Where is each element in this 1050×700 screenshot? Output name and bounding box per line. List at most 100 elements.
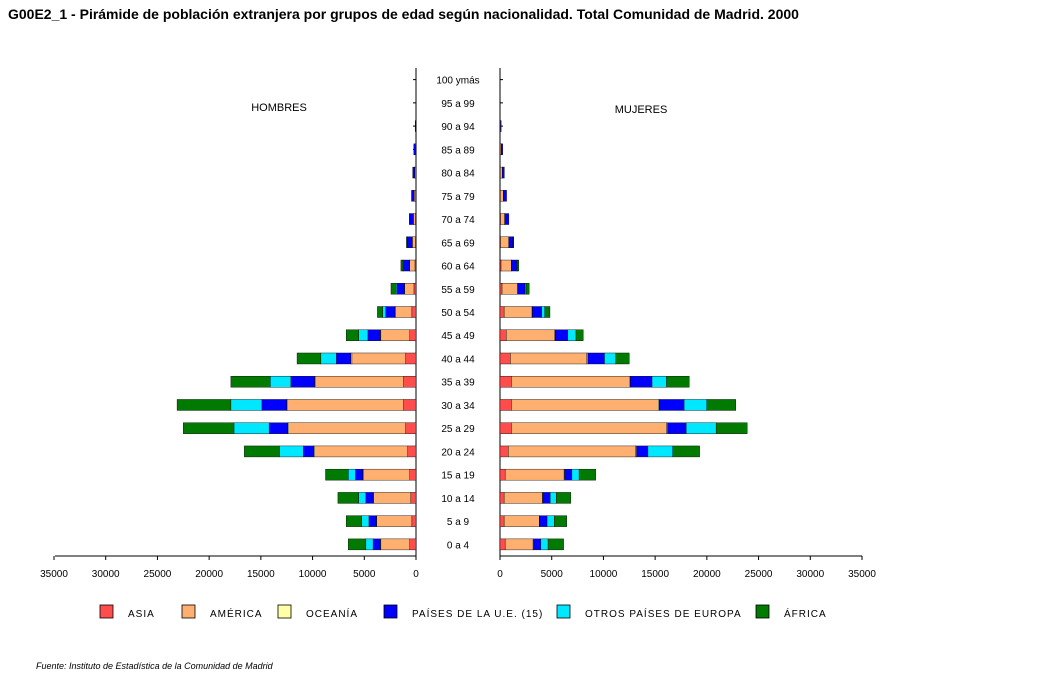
bar-hombres-segment [365,538,374,551]
bar-mujeres-segment [511,259,517,272]
bar-mujeres-segment [517,283,526,295]
legend-label: AMÉRICA [210,607,263,620]
bar-hombres-segment [377,306,383,318]
bar-mujeres-segment [549,492,557,504]
bar-mujeres-segment [500,120,502,132]
bar-mujeres-segment [630,376,653,388]
bar-mujeres-segment [666,376,690,388]
bar-mujeres-segment [503,306,533,318]
legend-swatch [755,604,770,619]
bar-mujeres-segment [499,376,512,388]
bar-hombres-segment [376,515,413,527]
age-group-label: 30 a 34 [441,401,475,412]
bar-mujeres-segment [511,422,667,434]
x-tick-label-mujeres: 15000 [641,569,669,580]
bar-mujeres-segment [544,306,551,318]
bar-mujeres-segment [683,399,708,411]
x-tick-label-hombres: 35000 [40,569,68,580]
bar-mujeres-segment [500,190,504,202]
bar-mujeres-segment [532,306,542,318]
bar-hombres-segment [320,352,337,365]
bar-mujeres-segment [667,422,687,434]
bar-hombres-segment [413,143,416,156]
bar-hombres-segment [372,538,381,551]
bar-hombres-segment [269,376,292,388]
bar-mujeres-segment [501,283,518,295]
bar-mujeres-segment [715,422,748,434]
legend-label: ASIA [128,609,155,620]
bar-mujeres-segment [503,190,507,202]
bar-hombres-segment [395,306,413,318]
legend-swatch [99,604,114,619]
bar-mujeres-segment [510,352,588,365]
bar-mujeres-segment [575,329,584,341]
bar-mujeres-segment [504,468,565,481]
age-group-label: 0 a 4 [447,540,470,551]
bar-mujeres-segment [571,468,580,481]
x-tick-label-hombres: 15000 [247,569,275,580]
bar-hombres-segment [367,329,381,341]
x-tick-label-mujeres: 35000 [848,569,876,580]
age-group-label: 55 a 59 [441,285,475,296]
bar-hombres-segment [411,306,417,318]
age-group-label: 65 a 69 [441,238,475,249]
bar-mujeres-segment [511,399,659,411]
bar-hombres-segment [382,306,386,318]
bar-mujeres-segment [511,376,630,388]
bar-mujeres-segment [500,236,509,248]
age-group-label: 45 a 49 [441,331,475,342]
bar-hombres-segment [406,236,413,248]
bar-mujeres-segment [503,492,543,504]
age-group-label: 20 a 24 [441,447,475,458]
bar-mujeres-segment [504,213,510,225]
source-note: Fuente: Instituto de Estadística de la C… [36,661,273,671]
bar-hombres-segment [409,213,414,225]
age-group-label: 95 a 99 [441,99,475,110]
bar-mujeres-segment [685,422,717,434]
bar-hombres-segment [413,190,416,202]
bar-hombres-segment [413,283,417,295]
bar-mujeres-segment [604,352,617,365]
bar-mujeres-segment [500,213,505,225]
bar-mujeres-segment [672,445,700,458]
bar-mujeres-segment [533,538,542,551]
bar-hombres-segment [345,515,362,527]
bar-mujeres-segment [499,492,505,504]
bar-mujeres-segment [636,445,649,458]
bar-mujeres-segment [499,306,505,318]
bar-hombres-segment [403,376,417,388]
age-group-label: 10 a 14 [441,494,475,505]
bar-mujeres-segment [706,399,737,411]
bar-hombres-segment [361,515,370,527]
bar-hombres-segment [183,422,235,434]
bar-hombres-segment [351,352,406,365]
x-tick-label-mujeres: 10000 [590,569,618,580]
bar-mujeres-segment [499,329,507,341]
panel-label-hombres: HOMBRES [251,102,307,114]
bar-hombres-segment [406,236,408,248]
bar-mujeres-segment [556,492,572,504]
bar-mujeres-segment [564,468,573,481]
bar-mujeres-segment [547,538,564,551]
bar-mujeres-segment [516,259,519,272]
bar-hombres-segment [325,468,349,481]
age-group-label: 60 a 64 [441,262,475,273]
age-group-label: 40 a 44 [441,354,475,365]
bar-mujeres-segment [503,515,540,527]
bar-hombres-segment [403,399,417,411]
x-tick-label-hombres: 30000 [92,569,120,580]
bar-hombres-segment [368,515,377,527]
bar-hombres-segment [407,445,417,458]
x-tick-label-mujeres: 30000 [796,569,824,580]
bar-hombres-segment [411,515,417,527]
bar-mujeres-segment [504,538,534,551]
x-tick-label-hombres: 5000 [353,569,376,580]
bar-hombres-segment [409,329,417,341]
bar-hombres-segment [403,259,410,272]
age-group-label: 100 ymás [436,76,479,87]
bar-mujeres-segment [651,376,667,388]
bar-mujeres-segment [502,166,505,179]
bar-mujeres-segment [554,515,567,527]
bar-mujeres-segment [508,445,636,458]
